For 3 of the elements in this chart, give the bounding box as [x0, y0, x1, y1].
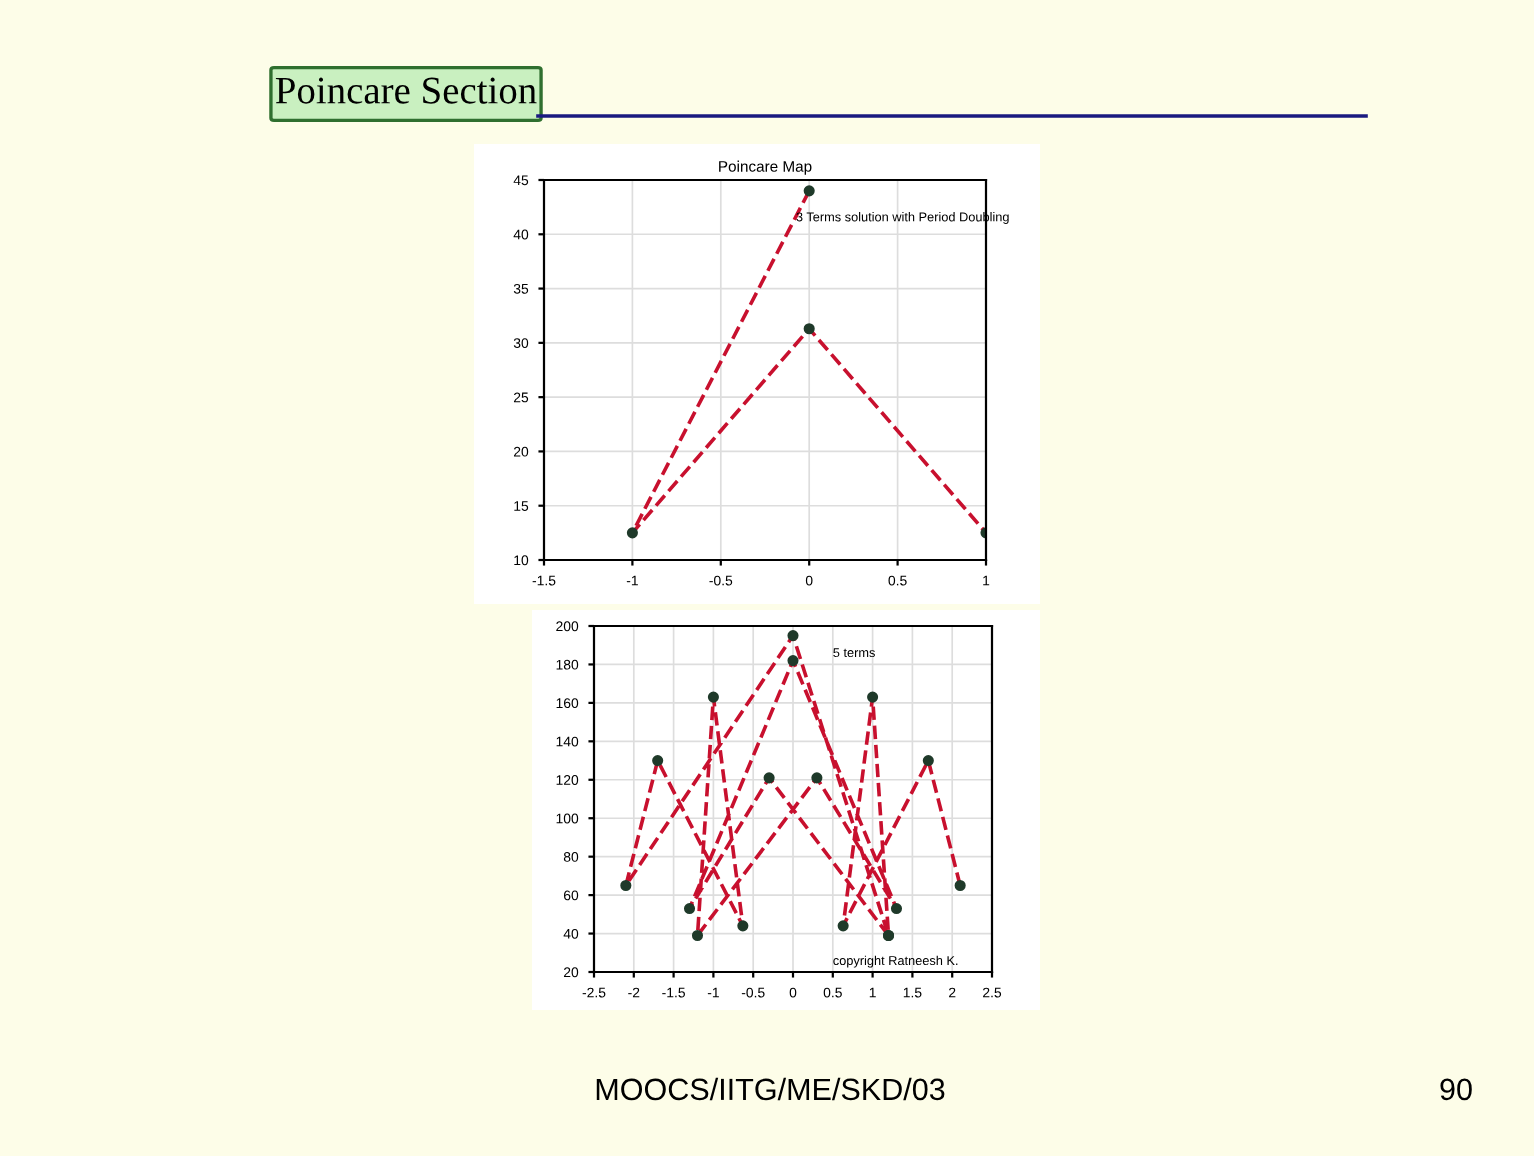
text: 90	[1440, 1078, 1472, 1101]
text: MOOCS/IITG/ME/SKD/03	[596, 1077, 945, 1101]
text: Poincare Section	[275, 77, 537, 104]
